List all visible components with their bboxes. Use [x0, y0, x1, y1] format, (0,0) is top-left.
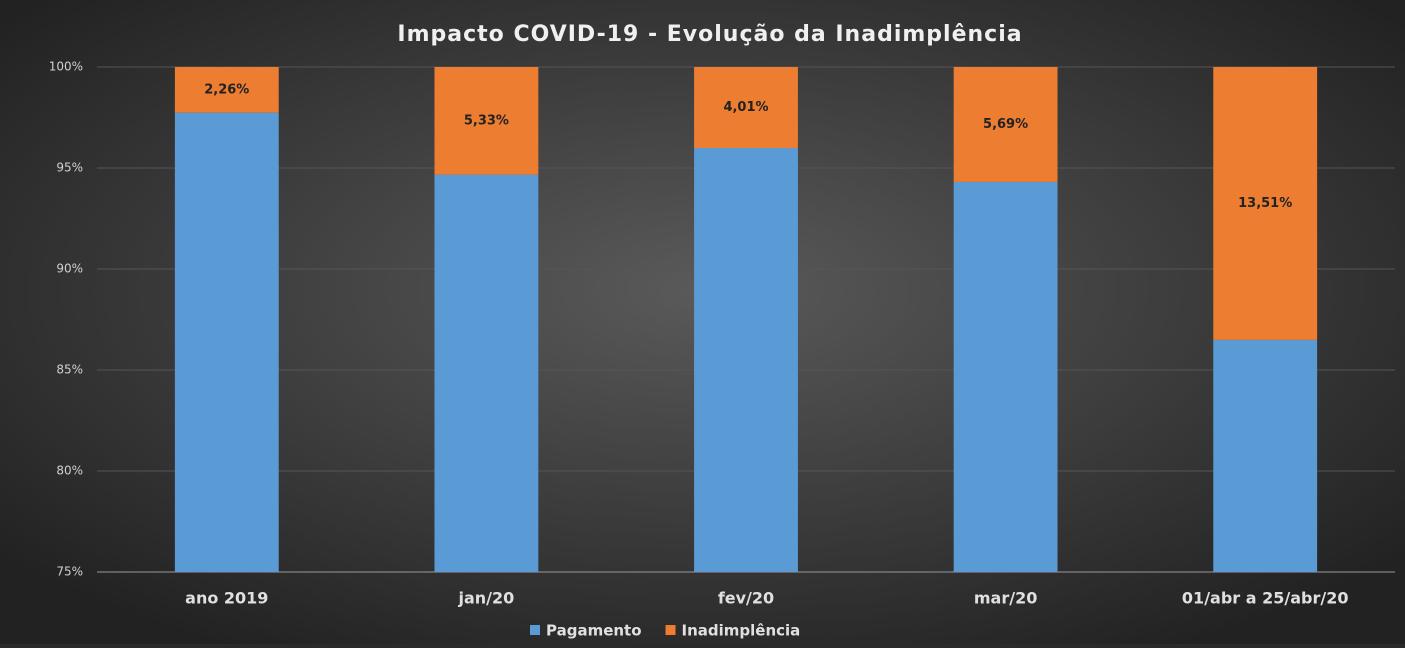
y-tick-label: 90%: [56, 262, 83, 276]
data-label: 2,26%: [204, 82, 249, 97]
x-tick-label: mar/20: [974, 589, 1037, 608]
y-tick-label: 75%: [56, 565, 83, 579]
y-tick-label: 85%: [56, 363, 83, 377]
legend-label: Pagamento: [546, 622, 642, 640]
bar-segment: [174, 67, 279, 113]
bar-segment: [174, 112, 279, 572]
bar-segment: [1213, 67, 1318, 340]
chart-title: Impacto COVID-19 - Evolução da Inadimplê…: [397, 22, 1022, 47]
legend-swatch: [665, 625, 676, 635]
bar-segment: [953, 181, 1058, 573]
data-label: 13,51%: [1238, 196, 1292, 211]
bar-segment: [694, 148, 798, 572]
bar-segment: [1213, 339, 1318, 572]
x-tick-label: fev/20: [718, 589, 774, 608]
x-tick-label: jan/20: [458, 589, 515, 608]
bar-segment: [434, 67, 539, 175]
legend-swatch: [530, 625, 540, 635]
bar-segment: [434, 174, 539, 572]
x-tick-label: ano 2019: [185, 589, 268, 608]
data-label: 5,69%: [983, 117, 1028, 132]
x-tick-label: 01/abr a 25/abr/20: [1182, 589, 1349, 608]
data-label: 4,01%: [723, 100, 768, 115]
y-tick-label: 95%: [56, 161, 83, 175]
y-tick-label: 80%: [56, 464, 83, 478]
y-tick-label: 100%: [49, 60, 83, 74]
bar-segment: [953, 67, 1058, 182]
legend-label: Inadimplência: [682, 622, 801, 640]
data-label: 5,33%: [464, 113, 509, 128]
bar-segment: [694, 67, 798, 149]
